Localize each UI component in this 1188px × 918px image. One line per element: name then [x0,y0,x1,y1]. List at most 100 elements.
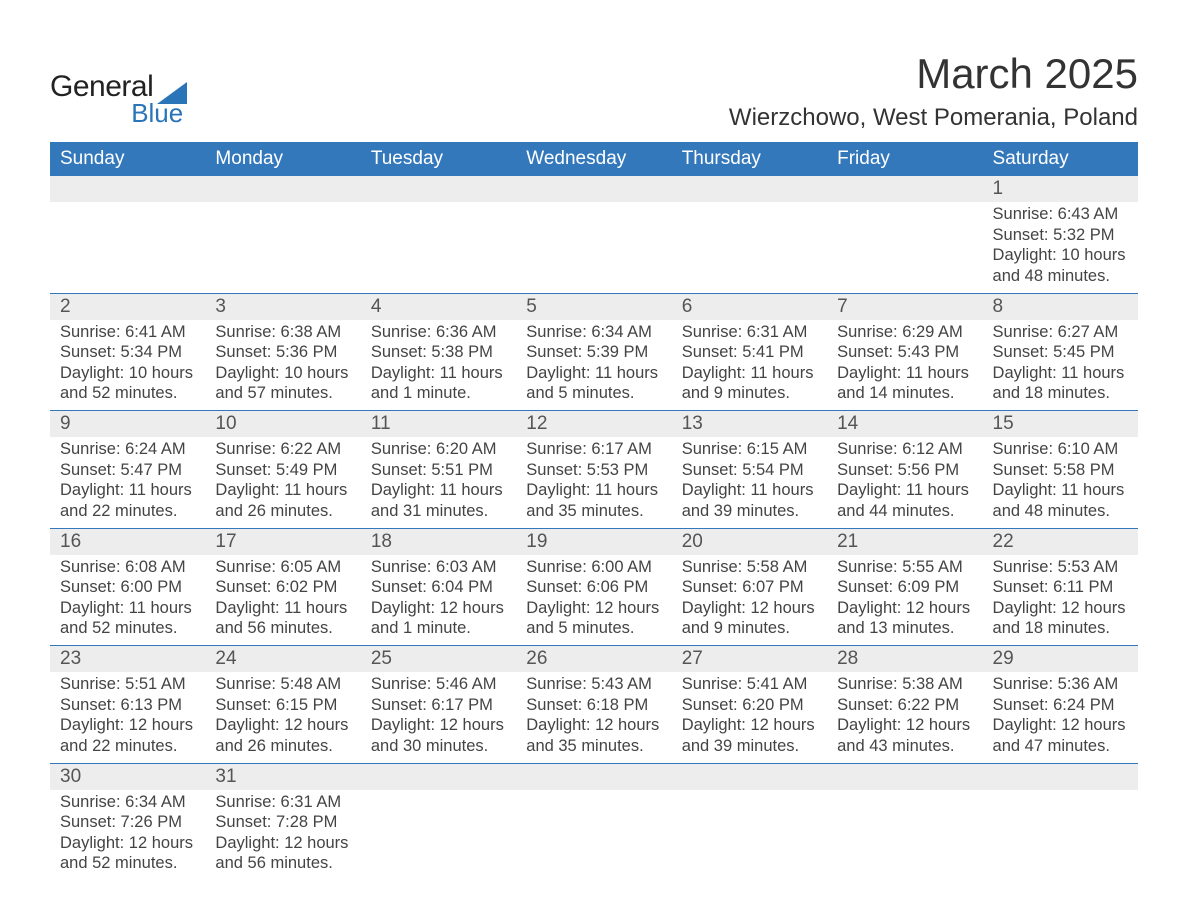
calendar-day: 22Sunrise: 5:53 AMSunset: 6:11 PMDayligh… [983,529,1138,646]
day-number: 9 [50,411,205,437]
day-detail-line: Sunrise: 5:46 AM [371,674,506,695]
day-details: Sunrise: 5:38 AMSunset: 6:22 PMDaylight:… [827,672,982,763]
day-detail-line: Sunrise: 5:51 AM [60,674,195,695]
calendar-day: 30Sunrise: 6:34 AMSunset: 7:26 PMDayligh… [50,764,205,881]
day-detail-line: Sunset: 6:04 PM [371,577,506,598]
day-detail-line: and 52 minutes. [60,853,195,874]
calendar-day: 28Sunrise: 5:38 AMSunset: 6:22 PMDayligh… [827,646,982,763]
day-details: Sunrise: 5:48 AMSunset: 6:15 PMDaylight:… [205,672,360,763]
day-detail-line: Daylight: 11 hours [837,363,972,384]
day-detail-line: Daylight: 12 hours [60,833,195,854]
day-detail-line: Daylight: 10 hours [60,363,195,384]
day-detail-line: Sunrise: 6:29 AM [837,322,972,343]
day-number: 3 [205,294,360,320]
day-detail-line: and 14 minutes. [837,383,972,404]
calendar-day: 7Sunrise: 6:29 AMSunset: 5:43 PMDaylight… [827,294,982,411]
day-detail-line: Daylight: 10 hours [993,245,1128,266]
day-detail-line: Daylight: 11 hours [682,363,817,384]
day-detail-line: Sunset: 5:51 PM [371,460,506,481]
day-detail-line: Sunset: 7:26 PM [60,812,195,833]
day-detail-line: Sunset: 5:43 PM [837,342,972,363]
day-detail-line: Sunset: 6:22 PM [837,695,972,716]
day-detail-line: Daylight: 11 hours [371,480,506,501]
day-detail-line: Sunset: 5:56 PM [837,460,972,481]
day-details: Sunrise: 6:27 AMSunset: 5:45 PMDaylight:… [983,320,1138,411]
calendar-day: 13Sunrise: 6:15 AMSunset: 5:54 PMDayligh… [672,411,827,528]
day-detail-line: Daylight: 12 hours [993,598,1128,619]
day-detail-line: and 56 minutes. [215,618,350,639]
day-details: Sunrise: 6:36 AMSunset: 5:38 PMDaylight:… [361,320,516,411]
day-detail-line: and 48 minutes. [993,501,1128,522]
day-number: 13 [672,411,827,437]
calendar-day: 24Sunrise: 5:48 AMSunset: 6:15 PMDayligh… [205,646,360,763]
day-detail-line: Sunset: 6:11 PM [993,577,1128,598]
day-details: Sunrise: 6:31 AMSunset: 7:28 PMDaylight:… [205,790,360,881]
day-detail-line: Daylight: 11 hours [215,598,350,619]
day-detail-line: Sunset: 5:54 PM [682,460,817,481]
calendar-day [983,764,1138,881]
day-detail-line: and 39 minutes. [682,501,817,522]
day-number: 22 [983,529,1138,555]
day-detail-line: Sunrise: 6:22 AM [215,439,350,460]
day-number: 27 [672,646,827,672]
calendar-day: 17Sunrise: 6:05 AMSunset: 6:02 PMDayligh… [205,529,360,646]
day-number [516,764,671,790]
day-details: Sunrise: 6:00 AMSunset: 6:06 PMDaylight:… [516,555,671,646]
day-number: 28 [827,646,982,672]
calendar-day: 27Sunrise: 5:41 AMSunset: 6:20 PMDayligh… [672,646,827,763]
day-detail-line: Sunset: 6:00 PM [60,577,195,598]
location-subtitle: Wierzchowo, West Pomerania, Poland [729,104,1138,132]
day-detail-line: Sunrise: 6:03 AM [371,557,506,578]
day-detail-line: and 47 minutes. [993,736,1128,757]
calendar-day [361,764,516,881]
day-detail-line: Sunrise: 6:24 AM [60,439,195,460]
day-detail-line: Daylight: 12 hours [682,598,817,619]
calendar-day: 1Sunrise: 6:43 AMSunset: 5:32 PMDaylight… [983,176,1138,293]
day-detail-line: Daylight: 11 hours [682,480,817,501]
day-detail-line: Sunset: 6:24 PM [993,695,1128,716]
day-detail-line: Sunset: 6:06 PM [526,577,661,598]
day-number: 14 [827,411,982,437]
day-details: Sunrise: 5:36 AMSunset: 6:24 PMDaylight:… [983,672,1138,763]
day-details: Sunrise: 5:58 AMSunset: 6:07 PMDaylight:… [672,555,827,646]
day-details: Sunrise: 6:20 AMSunset: 5:51 PMDaylight:… [361,437,516,528]
day-detail-line: Sunset: 5:49 PM [215,460,350,481]
day-number: 15 [983,411,1138,437]
calendar-week: 2Sunrise: 6:41 AMSunset: 5:34 PMDaylight… [50,293,1138,411]
day-details: Sunrise: 6:34 AMSunset: 5:39 PMDaylight:… [516,320,671,411]
day-detail-line: Sunset: 6:17 PM [371,695,506,716]
day-number [827,176,982,202]
day-details: Sunrise: 6:22 AMSunset: 5:49 PMDaylight:… [205,437,360,528]
calendar-day: 14Sunrise: 6:12 AMSunset: 5:56 PMDayligh… [827,411,982,528]
day-detail-line: Sunset: 6:09 PM [837,577,972,598]
day-number: 23 [50,646,205,672]
calendar-day [672,176,827,293]
day-details: Sunrise: 6:03 AMSunset: 6:04 PMDaylight:… [361,555,516,646]
day-detail-line: Sunrise: 6:43 AM [993,204,1128,225]
day-number [672,176,827,202]
calendar-day [50,176,205,293]
day-detail-line: and 35 minutes. [526,501,661,522]
day-detail-line: Sunrise: 6:31 AM [215,792,350,813]
day-detail-line: and 18 minutes. [993,618,1128,639]
day-details: Sunrise: 6:15 AMSunset: 5:54 PMDaylight:… [672,437,827,528]
calendar-day: 6Sunrise: 6:31 AMSunset: 5:41 PMDaylight… [672,294,827,411]
calendar-day [361,176,516,293]
day-detail-line: Sunrise: 6:36 AM [371,322,506,343]
day-detail-line: Daylight: 11 hours [60,598,195,619]
day-number: 17 [205,529,360,555]
day-detail-line: Sunset: 5:34 PM [60,342,195,363]
calendar-day: 4Sunrise: 6:36 AMSunset: 5:38 PMDaylight… [361,294,516,411]
day-detail-line: Sunrise: 5:36 AM [993,674,1128,695]
day-detail-line: and 57 minutes. [215,383,350,404]
calendar-day [827,176,982,293]
calendar-week: 23Sunrise: 5:51 AMSunset: 6:13 PMDayligh… [50,645,1138,763]
day-number: 6 [672,294,827,320]
day-detail-line: Sunrise: 5:41 AM [682,674,817,695]
day-detail-line: Sunset: 5:32 PM [993,225,1128,246]
dow-cell: Tuesday [361,142,516,176]
day-details: Sunrise: 6:41 AMSunset: 5:34 PMDaylight:… [50,320,205,411]
day-detail-line: Daylight: 12 hours [526,715,661,736]
day-detail-line: and 13 minutes. [837,618,972,639]
day-detail-line: Sunrise: 6:41 AM [60,322,195,343]
